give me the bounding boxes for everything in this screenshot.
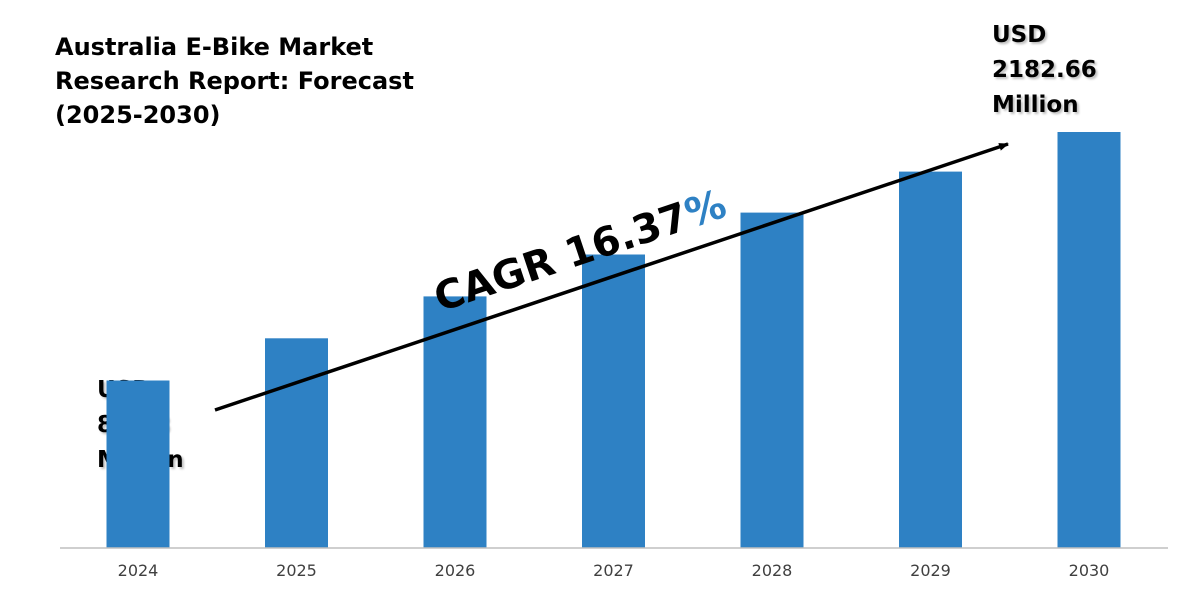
cagr-label-prefix: CAGR 16.37 <box>429 194 694 322</box>
x-tick-label-2030: 2030 <box>1069 561 1110 580</box>
end-callout-unit: Million <box>992 92 1079 118</box>
bar-2029 <box>899 171 962 548</box>
chart-title-line-2: Research Report: Forecast <box>55 67 414 95</box>
x-tick-label-2029: 2029 <box>910 561 951 580</box>
end-callout-currency: USD <box>992 22 1047 48</box>
x-tick-label-2026: 2026 <box>435 561 476 580</box>
cagr-arrow <box>214 142 1009 412</box>
x-tick-label-2024: 2024 <box>118 561 159 580</box>
chart-title: Australia E-Bike Market Research Report:… <box>55 30 455 132</box>
x-tick-labels: 2024 2025 2026 2027 2028 2029 2030 <box>118 561 1110 580</box>
bar-2025 <box>265 338 328 548</box>
bar-2026 <box>423 296 487 548</box>
bar-2030 <box>1057 132 1121 548</box>
x-tick-label-2027: 2027 <box>593 561 634 580</box>
bar-2024 <box>106 380 170 548</box>
end-callout-value: 2182.66 <box>992 57 1097 83</box>
chart-title-line-1: Australia E-Bike Market <box>55 33 374 61</box>
end-value-callout: USD 2182.66 Million <box>992 18 1097 123</box>
x-tick-label-2028: 2028 <box>752 561 793 580</box>
bar-2028 <box>740 212 804 548</box>
x-tick-label-2025: 2025 <box>276 561 317 580</box>
chart-title-line-3: (2025-2030) <box>55 101 221 129</box>
bars-group <box>106 132 1121 548</box>
bar-2027 <box>582 254 645 548</box>
